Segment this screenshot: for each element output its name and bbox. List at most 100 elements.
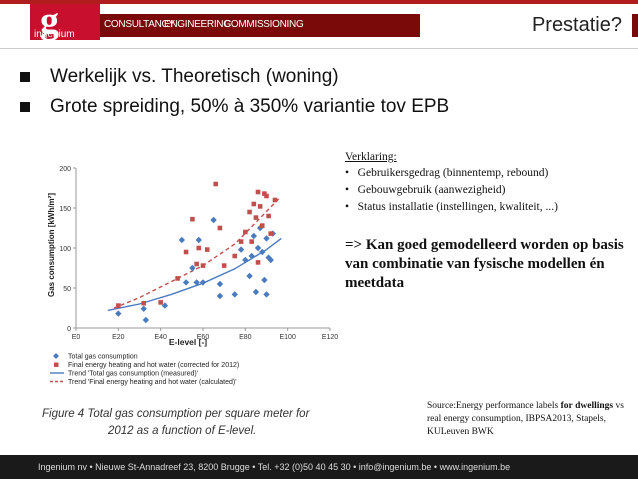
explanation-item: • Status installatie (instellingen, kwal… — [345, 201, 558, 213]
gas-consumption-point — [250, 232, 257, 240]
final-energy-point — [190, 216, 195, 222]
final-energy-point — [213, 181, 218, 187]
gas-consumption-point — [248, 252, 255, 260]
gas-consumption-chart: 0 50 100 150 200 E0 E20 E40 E60 E80 E100 E120 Gas c… — [38, 150, 340, 442]
gas-consumption-point — [216, 280, 224, 288]
final-energy-point — [272, 197, 278, 203]
gas-consumption-point — [189, 264, 196, 272]
gas-consumption-point — [193, 279, 200, 286]
final-energy-point — [116, 303, 121, 308]
gas-consumption-point — [237, 246, 245, 253]
explanation-item: • Gebruikersgedrag (binnentemp, rebound) — [345, 167, 549, 179]
legend-square-marker — [54, 362, 59, 367]
ingenium-logo: g ingenium — [30, 2, 100, 40]
gas-consumption-point — [231, 291, 238, 298]
gas-consumption-point — [199, 279, 207, 286]
final-energy-point — [262, 191, 267, 196]
logo-wordmark: ingenium — [34, 29, 75, 40]
gas-consumption-point — [210, 216, 217, 224]
legend-label: Trend 'Total gas consumption (measured)' — [68, 371, 198, 378]
gas-consumption-point — [254, 244, 262, 252]
gas-consumption-point — [161, 302, 169, 309]
gas-consumption-point — [261, 276, 268, 284]
final-energy-point — [247, 209, 252, 215]
x-tick-label: E100 — [279, 334, 295, 341]
slide-title: Prestatie? — [420, 8, 632, 42]
y-axis-label: Gas consumption [kWh/m²] — [47, 193, 56, 297]
explanation-item-text: Gebouwgebruik (aanwezigheid) — [357, 184, 506, 196]
x-tick-label: E20 — [112, 334, 125, 341]
nav-consultancy[interactable]: CONSULTANCY — [104, 19, 175, 30]
header: CONSULTANCY ENGINEERING COMMISSIONING g … — [0, 0, 638, 50]
final-energy-point — [221, 263, 227, 268]
final-energy-point — [194, 261, 199, 267]
bullet-item: Grote spreiding, 50% à 350% variantie to… — [20, 96, 449, 126]
chart-svg: 0 50 100 150 200 E0 E20 E40 E60 E80 E100 E120 Gas c… — [42, 166, 338, 437]
x-tick-label: E60 — [197, 334, 210, 341]
final-energy-point — [251, 201, 257, 207]
conclusion-text: => Kan goed gemodelleerd worden op basis… — [345, 237, 624, 291]
nav-commissioning[interactable]: COMMISSIONING — [224, 19, 304, 30]
gas-consumption-point — [216, 292, 224, 300]
final-energy-point — [238, 239, 244, 244]
final-energy-point — [243, 229, 248, 235]
final-energy-point — [257, 204, 263, 209]
final-energy-point — [204, 247, 210, 252]
y-tick-label: 150 — [59, 206, 71, 213]
explanation-block: Verklaring: • Gebruikersgedrag (binnente… — [345, 151, 635, 218]
x-tick-label: E40 — [154, 334, 167, 341]
bullet-list: Werkelijk vs. Theoretisch (woning) Grote… — [20, 66, 449, 126]
header-divider — [0, 48, 638, 49]
y-tick-label: 50 — [63, 286, 71, 293]
gas-consumption-point — [246, 272, 253, 280]
x-axis-label: E-level [-] — [169, 337, 207, 347]
gas-consumption-point — [142, 316, 150, 324]
final-energy-point — [183, 249, 189, 255]
final-energy-point — [253, 215, 259, 220]
gas-consumption-point — [267, 256, 274, 264]
bullet-square-icon — [20, 102, 30, 112]
final-energy-point — [255, 189, 261, 195]
explanation-title: Verklaring: — [345, 151, 397, 163]
final-energy-point — [141, 300, 147, 306]
legend-label: Total gas consumption — [68, 354, 138, 361]
final-energy-point — [255, 260, 261, 265]
nav-engineering[interactable]: ENGINEERING — [164, 19, 231, 30]
bullet-square-icon — [20, 72, 30, 82]
final-energy-point — [249, 239, 254, 244]
gas-consumption-point — [252, 288, 260, 296]
final-energy-point — [264, 193, 269, 199]
final-energy-point — [266, 213, 271, 219]
gas-consumption-point — [242, 256, 249, 264]
gas-consumption-point — [263, 235, 270, 242]
header-top-bar — [0, 0, 638, 4]
final-energy-point — [259, 223, 265, 228]
gas-consumption-point — [178, 236, 186, 244]
source-citation: Source:Energy performance labels for dwe… — [427, 400, 627, 439]
x-tick-label: E120 — [322, 334, 338, 341]
legend-label: Trend 'Final energy heating and hot wate… — [68, 379, 237, 386]
footer-bar: Ingenium nv • Nieuwe St-Annadreef 23, 82… — [0, 455, 638, 479]
final-energy-point — [217, 225, 223, 231]
source-prefix: Source:Energy performance labels — [427, 401, 561, 411]
bullet-item: Werkelijk vs. Theoretisch (woning) — [20, 66, 449, 96]
legend-label: Final energy heating and hot water (corr… — [68, 362, 239, 369]
final-energy-point — [175, 276, 180, 281]
x-tick-label: E80 — [239, 334, 252, 341]
legend-diamond-marker — [53, 353, 59, 359]
gas-consumption-point — [195, 236, 202, 244]
gas-consumption-point — [182, 279, 190, 286]
gas-consumption-point — [140, 305, 147, 312]
y-tick-label: 100 — [59, 246, 71, 253]
final-energy-point — [196, 245, 202, 251]
explanation-item-text: Gebruikersgedrag (binnentemp, rebound) — [357, 167, 549, 179]
gas-consumption-point — [115, 310, 122, 317]
final-energy-point — [158, 300, 163, 305]
gas-consumption-point — [263, 291, 270, 298]
bullet-text: Werkelijk vs. Theoretisch (woning) — [50, 66, 339, 87]
final-energy-point — [268, 231, 274, 236]
y-tick-label: 200 — [59, 166, 71, 173]
figure-caption-line1: Figure 4 Total gas consumption per squar… — [42, 408, 311, 420]
source-bold-dwellings: dwellings — [575, 401, 614, 411]
explanation-item: • Gebouwgebruik (aanwezigheid) — [345, 184, 506, 196]
